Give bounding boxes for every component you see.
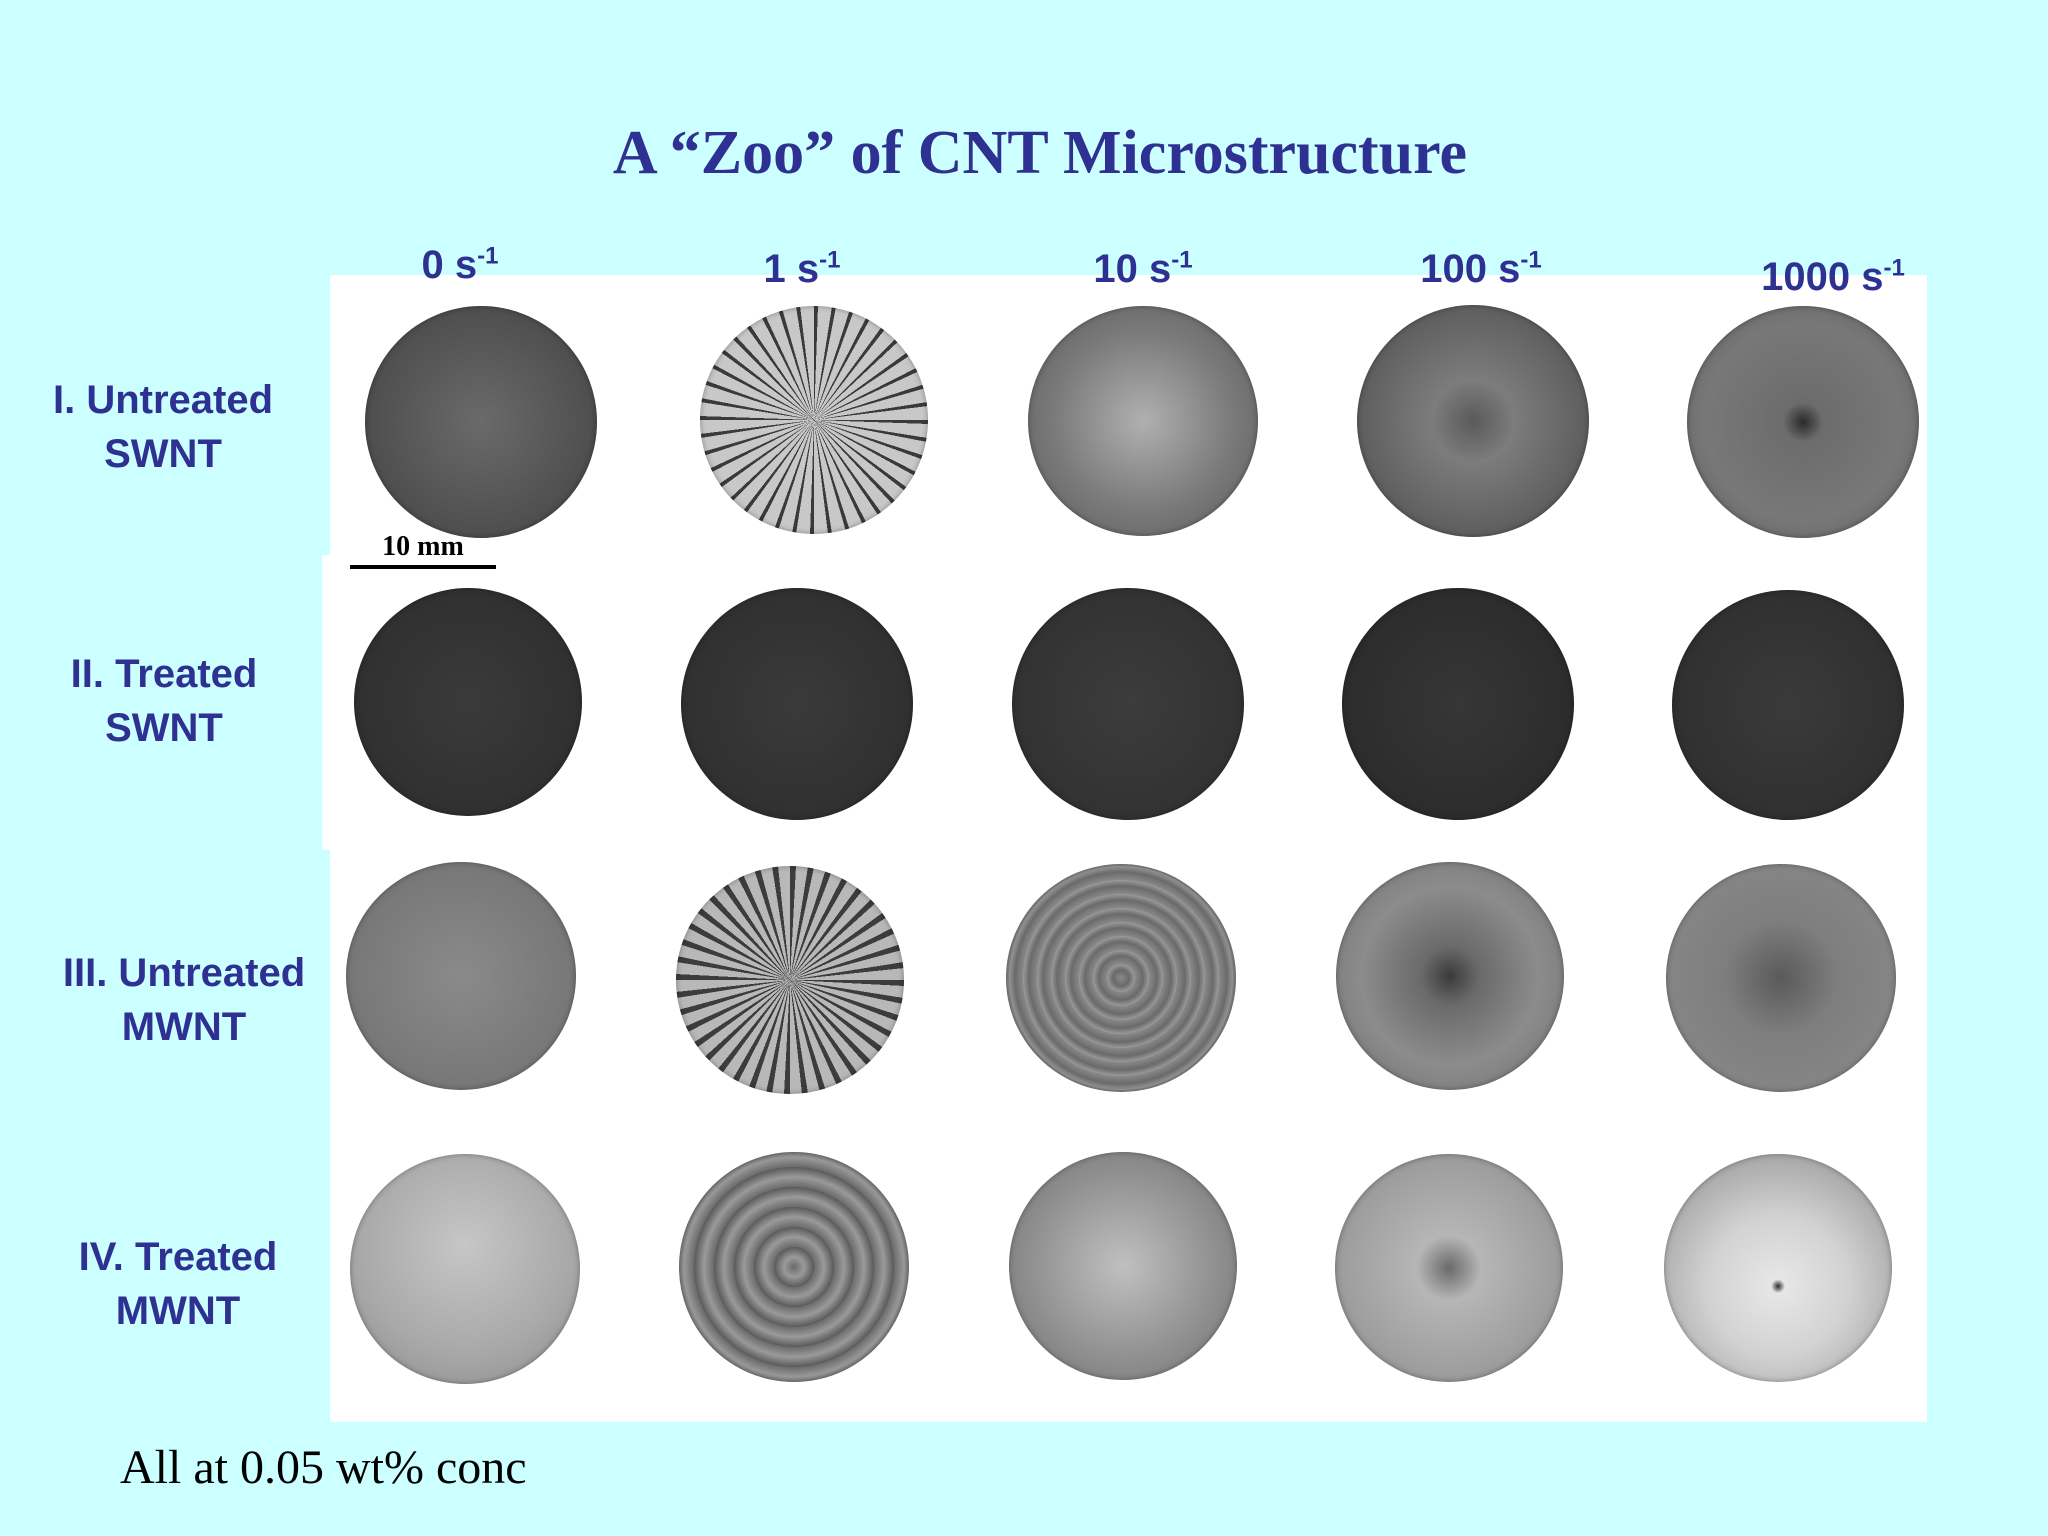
column-header-4: 1000 s-1 <box>1761 254 1905 299</box>
column-header-2: 10 s-1 <box>1093 246 1193 291</box>
slide-title: A “Zoo” of CNT Microstructure <box>612 119 1468 187</box>
row-label-untreated-mwnt: III. Untreated MWNT <box>62 951 306 1049</box>
scale-bar <box>350 565 496 569</box>
micrograph-treated-mwnt-1 <box>679 1152 909 1382</box>
column-header-3: 100 s-1 <box>1420 246 1542 291</box>
column-header-0: 0 s-1 <box>421 242 499 287</box>
micrograph-treated-swnt-4 <box>1672 590 1904 820</box>
micrograph-treated-swnt-1 <box>681 588 913 820</box>
row-label-untreated-swnt: I. Untreated SWNT <box>52 378 274 476</box>
micrograph-untreated-mwnt-0 <box>346 862 576 1090</box>
micrograph-untreated-swnt-0 <box>365 306 597 538</box>
micrograph-untreated-mwnt-3 <box>1336 862 1564 1090</box>
micrograph-treated-mwnt-2 <box>1009 1152 1237 1380</box>
footnote: All at 0.05 wt% conc <box>120 1441 527 1494</box>
micrograph-untreated-swnt-2 <box>1028 306 1258 536</box>
micrograph-treated-mwnt-4 <box>1664 1154 1892 1382</box>
micrograph-untreated-swnt-1 <box>700 306 928 534</box>
scale-bar-label: 10 mm <box>382 531 464 562</box>
micrograph-treated-mwnt-3 <box>1335 1154 1563 1382</box>
micrograph-treated-swnt-3 <box>1342 588 1574 820</box>
micrograph-untreated-swnt-3 <box>1357 305 1589 537</box>
micrograph-treated-mwnt-0 <box>350 1154 580 1384</box>
micrograph-untreated-mwnt-1 <box>676 866 904 1094</box>
micrograph-untreated-swnt-4 <box>1687 306 1919 538</box>
micrograph-untreated-mwnt-2 <box>1006 864 1236 1092</box>
column-header-1: 1 s-1 <box>763 246 841 291</box>
row-label-treated-mwnt: IV. Treated MWNT <box>78 1235 278 1333</box>
micrograph-treated-swnt-0 <box>354 588 582 816</box>
micrograph-treated-swnt-2 <box>1012 588 1244 820</box>
row-label-treated-swnt: II. Treated SWNT <box>70 652 258 750</box>
micrograph-untreated-mwnt-4 <box>1666 864 1896 1092</box>
